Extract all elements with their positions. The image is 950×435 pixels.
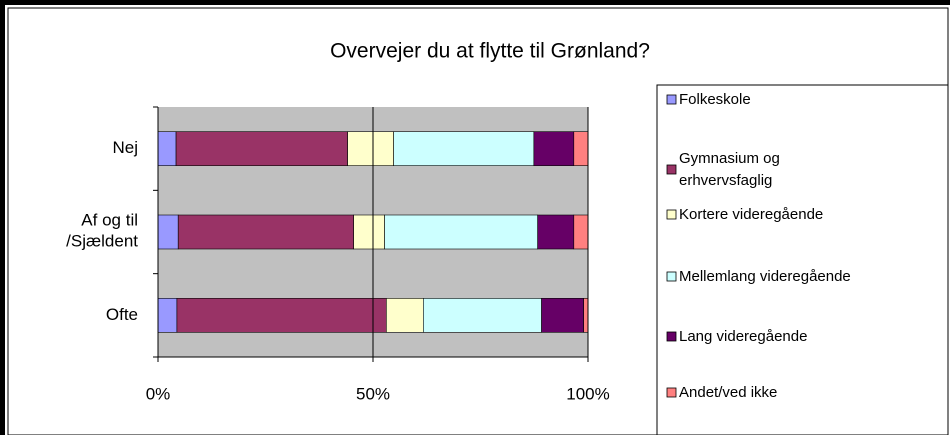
legend-label: Andet/ved ikke: [679, 384, 777, 401]
x-tick-label: 100%: [566, 384, 609, 403]
frame-left: [0, 0, 5, 435]
bar-segment: [573, 214, 589, 250]
legend-swatch: [666, 271, 677, 282]
bar-segment: [393, 131, 535, 166]
bar-segment: [537, 214, 575, 250]
y-tick-label: Nej: [112, 138, 138, 157]
legend-label: Gymnasium og erhvervsfaglig: [679, 150, 780, 189]
bar-segment: [583, 298, 589, 333]
legend-swatch: [666, 331, 677, 342]
legend: [656, 84, 949, 435]
bar-segment: [353, 214, 385, 250]
bar-segment: [533, 131, 575, 166]
bar-segment: [177, 214, 354, 250]
legend-swatch: [666, 387, 677, 398]
bar-segment: [386, 298, 424, 333]
x-tick-label: 50%: [356, 384, 390, 403]
legend-swatch: [666, 209, 677, 220]
legend-swatch: [666, 164, 677, 175]
bar-segment: [157, 298, 178, 333]
bar-segment: [157, 131, 177, 166]
x-tick-label: 0%: [146, 384, 171, 403]
chart-title: Overvejer du at flytte til Grønland?: [330, 40, 650, 63]
bar-segment: [423, 298, 542, 333]
bar-segment: [384, 214, 538, 250]
bar-segment: [347, 131, 394, 166]
bar-segment: [541, 298, 584, 333]
y-tick-label: Af og til/Sjældent: [66, 211, 138, 251]
legend-label: Mellemlang videregående: [679, 268, 851, 285]
frame-top: [0, 0, 950, 5]
legend-label: Lang videregående: [679, 328, 807, 345]
y-tick-label: Ofte: [106, 305, 138, 324]
bar-segment: [573, 131, 589, 166]
bar-segment: [157, 214, 179, 250]
legend-label: Kortere videregående: [679, 206, 823, 223]
bar-segment: [175, 131, 348, 166]
legend-label: Folkeskole: [679, 91, 751, 108]
bar-segment: [176, 298, 387, 333]
legend-swatch: [666, 94, 677, 105]
